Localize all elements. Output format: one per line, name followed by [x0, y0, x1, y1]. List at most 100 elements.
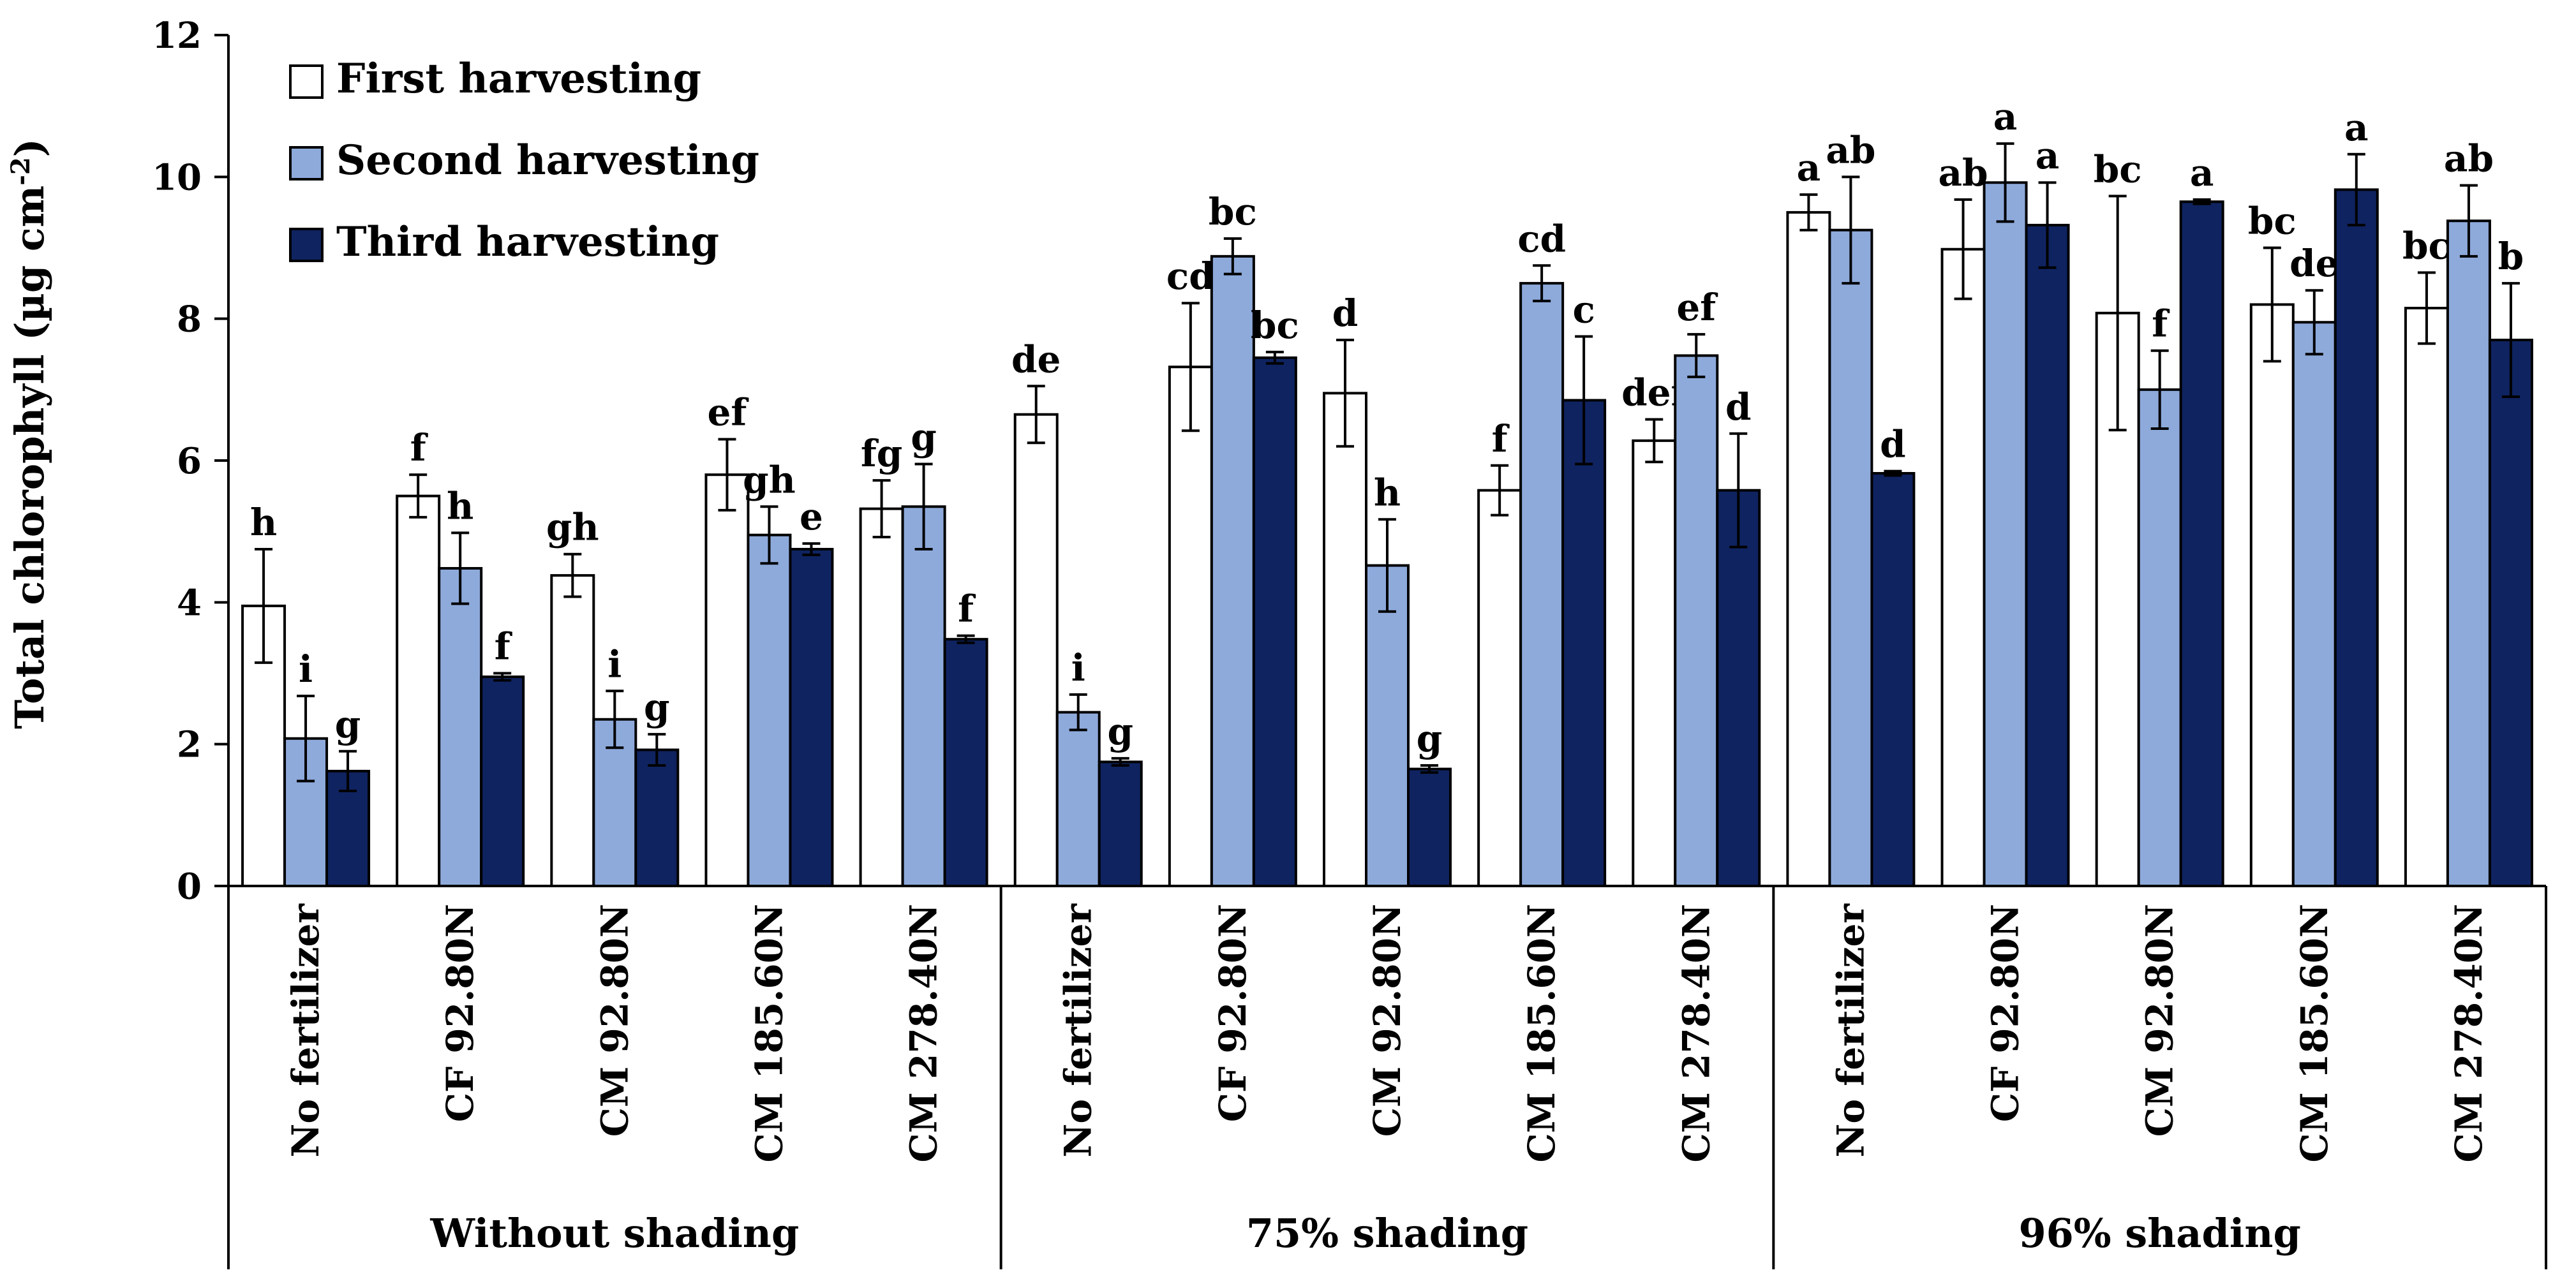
- x-category-label: CM 185.60N: [747, 904, 791, 1163]
- significance-letter: de: [1011, 337, 1061, 381]
- bar: [943, 638, 988, 887]
- x-category-label: No fertilizer: [284, 903, 327, 1158]
- significance-letter: i: [1071, 646, 1085, 690]
- bar: [2137, 388, 2182, 887]
- x-category-label: CM 92.80N: [2138, 904, 2182, 1137]
- bar: [1013, 413, 1059, 887]
- significance-letter: a: [2344, 106, 2369, 149]
- bar: [2404, 306, 2449, 888]
- bar: [2025, 223, 2070, 888]
- significance-letter: f: [1492, 417, 1510, 461]
- bar: [859, 507, 904, 887]
- legend-swatch: [289, 64, 324, 99]
- significance-letter: bc: [2248, 200, 2297, 243]
- bar: [1870, 472, 1916, 887]
- significance-letter: bc: [2402, 224, 2451, 267]
- significance-letter: bc: [2094, 147, 2142, 191]
- significance-letter: g: [1107, 710, 1133, 753]
- bar: [789, 547, 834, 887]
- significance-letter: f: [2152, 302, 2170, 346]
- bar: [1407, 767, 1452, 887]
- legend: First harvesting Second harvesting Third h…: [289, 55, 759, 266]
- x-category-label: CM 185.60N: [1520, 904, 1563, 1163]
- x-category-label: No fertilizer: [1829, 903, 1872, 1158]
- x-category-label: CM 92.80N: [1366, 904, 1409, 1137]
- bar: [1983, 181, 2028, 887]
- significance-letter: ef: [708, 391, 750, 434]
- significance-letter: h: [447, 484, 473, 528]
- significance-letter: h: [1374, 471, 1401, 514]
- bar: [2249, 303, 2295, 887]
- significance-letter: d: [1880, 423, 1906, 466]
- y-tick-label: 10: [152, 156, 202, 198]
- bar: [1055, 711, 1101, 888]
- bar: [438, 566, 483, 887]
- bar: [747, 533, 792, 887]
- bar: [1323, 392, 1367, 887]
- bar: [1786, 210, 1831, 888]
- y-axis-title-sup: -2: [6, 157, 36, 185]
- bar: [1674, 354, 1719, 887]
- x-category-label: No fertilizer: [1057, 903, 1100, 1158]
- x-category-label: CF 92.80N: [1984, 904, 2027, 1122]
- significance-letter: cd: [1517, 217, 1566, 260]
- significance-letter: f: [410, 426, 429, 469]
- significance-letter: ef: [1676, 286, 1718, 329]
- y-tick-label: 0: [177, 866, 202, 908]
- bar: [1561, 399, 1607, 887]
- y-axis-title: Total chlorophyll (µg cm-2): [6, 138, 53, 729]
- significance-letter: a: [1797, 146, 1821, 189]
- significance-letter: i: [299, 647, 313, 691]
- significance-letter: g: [1417, 717, 1443, 760]
- significance-letter: a: [2190, 151, 2214, 195]
- significance-letter: b: [2498, 235, 2524, 278]
- legend-label: Second harvesting: [336, 137, 759, 184]
- bar: [1716, 489, 1761, 887]
- bar: [2488, 339, 2533, 887]
- x-category-label: CF 92.80N: [438, 904, 482, 1122]
- significance-letter: bc: [1251, 304, 1299, 347]
- bar: [2179, 200, 2224, 887]
- x-category-label: CM 278.40N: [2447, 904, 2490, 1163]
- x-category-label: CM 278.40N: [902, 904, 946, 1163]
- x-category-label: CF 92.80N: [1211, 904, 1254, 1122]
- significance-letter: ab: [1938, 151, 1988, 195]
- x-category-label: CM 278.40N: [1674, 904, 1718, 1163]
- bar: [1210, 255, 1255, 887]
- significance-letter: d: [1332, 291, 1359, 335]
- bar: [1940, 247, 1986, 887]
- significance-letter: ab: [1826, 128, 1875, 172]
- x-category-label: CM 185.60N: [2293, 904, 2336, 1163]
- significance-letter: g: [644, 686, 670, 729]
- significance-letter: e: [800, 495, 823, 538]
- bar: [1252, 356, 1297, 887]
- significance-letter: h: [250, 501, 277, 544]
- bar: [1632, 439, 1677, 887]
- significance-letter: f: [495, 625, 513, 668]
- significance-letter: ab: [2444, 137, 2494, 181]
- significance-letter: gh: [743, 458, 796, 501]
- bar: [1098, 760, 1143, 888]
- bar: [1168, 365, 1213, 887]
- significance-letter: a: [1993, 95, 2018, 138]
- bar: [1477, 489, 1523, 887]
- significance-letter: g: [335, 703, 361, 746]
- bar: [550, 574, 595, 888]
- bar: [901, 505, 946, 887]
- y-tick-label: 8: [177, 299, 202, 341]
- bar: [480, 675, 525, 888]
- significance-letter: c: [1572, 288, 1595, 331]
- significance-letter: g: [911, 416, 937, 459]
- x-group-label: 96% shading: [2019, 1210, 2301, 1257]
- bar: [1519, 282, 1565, 888]
- bar: [634, 748, 680, 888]
- x-group-label: Without shading: [429, 1210, 799, 1257]
- y-tick-label: 4: [177, 582, 202, 624]
- y-tick-label: 12: [152, 15, 202, 57]
- significance-letter: a: [2036, 134, 2060, 177]
- significance-letter: fg: [861, 432, 903, 475]
- significance-letter: d: [1725, 385, 1752, 429]
